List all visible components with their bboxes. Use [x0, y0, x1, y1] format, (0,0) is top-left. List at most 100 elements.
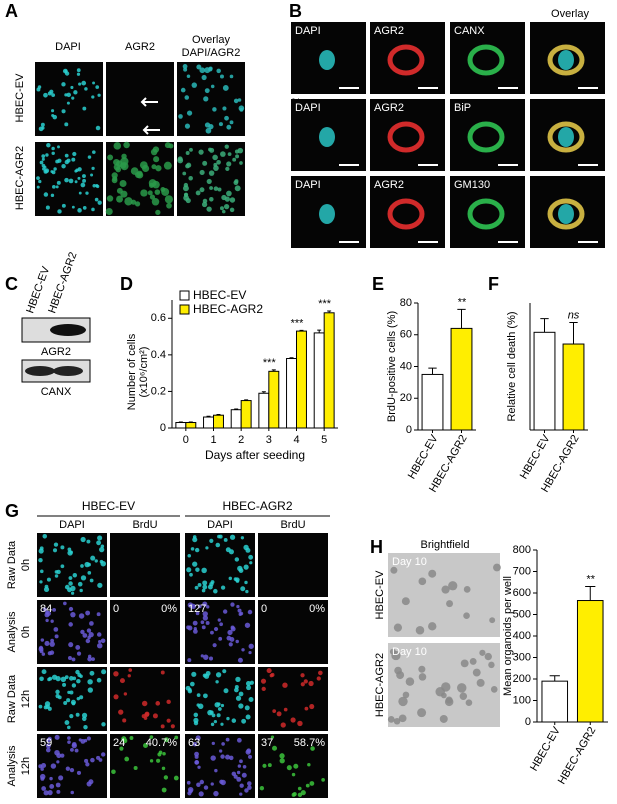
cell	[303, 679, 308, 684]
cell	[243, 544, 249, 551]
cell	[219, 206, 224, 211]
cell	[47, 651, 52, 656]
cell	[122, 738, 128, 744]
cell	[237, 657, 243, 663]
cell	[60, 545, 65, 550]
cell	[202, 198, 208, 204]
cell	[64, 71, 70, 76]
cell	[192, 742, 198, 747]
cell	[201, 201, 208, 208]
cell	[75, 669, 80, 675]
cell	[225, 737, 230, 742]
cell	[170, 724, 175, 729]
cell	[300, 682, 305, 687]
cell	[36, 176, 40, 180]
bar	[323, 312, 335, 429]
cell	[97, 642, 103, 649]
cell	[467, 198, 505, 230]
cell	[219, 74, 224, 79]
micrograph-label: AGR2	[374, 102, 404, 114]
cell	[193, 720, 199, 726]
cell	[291, 772, 296, 777]
cell	[184, 95, 190, 100]
cell	[91, 166, 95, 171]
count-label: 24	[113, 737, 125, 749]
cell	[94, 197, 99, 202]
cell	[279, 753, 285, 759]
cell	[71, 683, 77, 688]
cell	[71, 657, 76, 662]
cell	[223, 538, 228, 542]
column-header: DAPI	[55, 41, 81, 53]
cell	[463, 586, 471, 593]
cell	[226, 161, 232, 167]
cell	[186, 567, 192, 573]
cell	[189, 681, 195, 687]
cell	[194, 760, 200, 765]
cell	[68, 581, 73, 586]
annotation: **	[457, 296, 466, 308]
cell	[47, 790, 53, 796]
cell	[456, 683, 467, 693]
cell	[203, 654, 209, 660]
cell	[89, 670, 95, 676]
cell	[218, 749, 223, 753]
micrograph	[110, 533, 180, 597]
cell	[49, 784, 55, 789]
cell	[67, 736, 71, 740]
error-bar	[327, 310, 332, 313]
cell	[161, 787, 167, 793]
cell	[50, 170, 54, 173]
y-axis-label: Mean organoids per well	[502, 576, 514, 696]
cell	[266, 668, 272, 674]
cell	[211, 741, 215, 745]
cell	[84, 561, 90, 568]
cell	[182, 171, 187, 176]
cell	[79, 695, 84, 700]
group-header: HBEC-AGR2	[222, 499, 292, 513]
cell	[60, 564, 65, 569]
cell	[304, 706, 309, 711]
cell	[236, 770, 241, 775]
cell	[71, 96, 75, 100]
cell	[191, 82, 198, 88]
cell	[68, 178, 74, 184]
cell	[127, 674, 131, 678]
cell	[210, 722, 215, 727]
panel-label: E	[372, 274, 384, 294]
cell	[398, 714, 407, 723]
cell	[90, 173, 94, 177]
cell	[80, 536, 86, 543]
x-tick-label: 0	[183, 434, 189, 446]
cell	[68, 576, 73, 580]
cell	[198, 149, 204, 155]
cell	[236, 737, 242, 743]
cell	[390, 566, 398, 574]
error-bar	[234, 408, 239, 410]
cell	[465, 699, 473, 707]
count-label: 63	[188, 737, 200, 749]
cell	[415, 625, 425, 635]
count-label: 58.7%	[294, 737, 325, 749]
cell	[192, 620, 198, 626]
cell	[221, 742, 225, 746]
cell	[77, 176, 81, 180]
group-header: HBEC-EV	[82, 499, 135, 513]
cell	[164, 737, 169, 743]
cell	[156, 758, 161, 763]
cell	[84, 87, 88, 91]
cell	[69, 714, 74, 719]
cell	[290, 717, 296, 723]
cell	[55, 782, 61, 788]
cell	[86, 736, 91, 741]
cell	[75, 712, 80, 717]
cell	[116, 160, 123, 168]
cell	[244, 788, 249, 793]
y-tick-label: 0.6	[151, 312, 166, 324]
cell	[80, 575, 87, 581]
x-tick-label: HBEC-EV	[528, 724, 563, 773]
cell	[196, 782, 201, 787]
column-header: DAPI	[207, 519, 233, 531]
cell	[428, 569, 437, 578]
cell	[89, 621, 94, 626]
